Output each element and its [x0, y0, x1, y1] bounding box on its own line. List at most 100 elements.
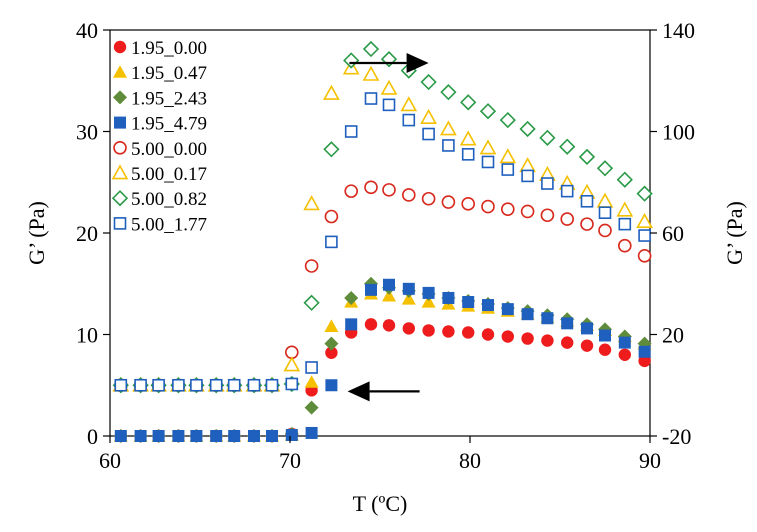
data-point [481, 155, 495, 169]
axes: 60 70 80 90 0 10 20 30 40 -20 20 60 100 140 [76, 18, 695, 473]
x-tick-label: 70 [279, 448, 301, 473]
legend-item: 1.95_0.47 [113, 63, 207, 84]
data-point [283, 356, 301, 372]
right-y-tick-label: 140 [662, 18, 695, 43]
data-point [421, 295, 436, 308]
legend-marker [111, 190, 129, 207]
data-point [422, 324, 435, 337]
legend-label: 5.00_0.17 [131, 164, 207, 185]
data-point [636, 212, 653, 228]
data-point [400, 96, 418, 112]
right-y-axis-title: G’ (Pa) [722, 201, 747, 265]
data-point [440, 84, 457, 101]
data-point [248, 430, 260, 442]
data-point [580, 217, 594, 231]
data-point [344, 184, 359, 198]
data-point [461, 197, 476, 211]
data-point [401, 291, 416, 305]
left-y-tick-label: 10 [76, 323, 98, 348]
data-point [637, 249, 652, 263]
x-tick-label: 90 [639, 448, 661, 473]
data-point [501, 303, 514, 316]
data-point [598, 343, 612, 356]
data-point [402, 282, 415, 295]
data-point [462, 296, 475, 309]
data-point [618, 336, 631, 349]
arrow-head [406, 52, 429, 73]
data-point [190, 378, 203, 392]
data-point [304, 375, 319, 388]
data-point [247, 378, 261, 392]
data-point [596, 160, 614, 177]
data-point [324, 319, 339, 332]
data-point [499, 111, 516, 129]
series-1.95_0.47 [113, 286, 652, 442]
legend-marker [113, 217, 127, 230]
data-point [460, 94, 477, 111]
data-point [344, 290, 359, 305]
data-point [482, 299, 494, 312]
data-point [344, 125, 358, 138]
left-y-axis-title: G’ (Pa) [24, 201, 49, 265]
data-point [285, 428, 298, 441]
data-point [501, 330, 514, 343]
data-point [521, 169, 534, 183]
data-point [343, 52, 360, 69]
left-y-tick-label: 30 [76, 120, 98, 145]
data-point [364, 92, 378, 105]
data-point [421, 191, 436, 206]
data-point [561, 336, 574, 349]
data-point [462, 326, 475, 339]
legend-label: 1.95_2.43 [131, 88, 207, 109]
data-point [459, 130, 477, 146]
data-point [616, 201, 634, 217]
data-point [382, 319, 396, 332]
data-point [365, 283, 377, 296]
data-point [521, 308, 534, 321]
legend: 1.95_0.00 1.95_0.47 1.95_2.43 1.95_4.79 5.00… [111, 38, 207, 235]
right-y-tick-label: -20 [662, 424, 691, 449]
data-point [228, 430, 241, 442]
data-point [500, 202, 515, 216]
data-point [325, 379, 338, 392]
legend-item: 5.00_1.77 [113, 214, 207, 235]
legend-marker [113, 40, 127, 54]
arrow-left [347, 381, 420, 402]
legend-label: 5.00_1.77 [131, 214, 207, 235]
arrow-right [349, 52, 429, 73]
data-point [227, 378, 241, 392]
data-point [519, 120, 536, 138]
legend-item: 5.00_0.17 [111, 164, 207, 185]
data-point [479, 103, 497, 120]
data-point [481, 328, 495, 341]
data-point [519, 157, 536, 173]
data-markers [112, 40, 653, 443]
data-point [636, 185, 653, 202]
data-point [324, 336, 339, 351]
data-point [266, 430, 278, 442]
data-point [598, 223, 612, 238]
x-axis-title: T (ºC) [353, 491, 408, 516]
data-point [580, 339, 594, 352]
data-point [265, 378, 279, 392]
data-point [380, 79, 398, 95]
data-point [362, 40, 380, 58]
legend-item: 5.00_0.82 [111, 189, 207, 210]
data-point [578, 148, 596, 166]
data-point [364, 180, 378, 195]
data-point [303, 195, 320, 211]
legend-marker [114, 116, 126, 129]
series-5.00_0.00 [114, 180, 652, 393]
data-point [304, 400, 319, 415]
data-point [420, 73, 437, 91]
data-point [541, 177, 554, 190]
legend-item: 1.95_0.00 [113, 38, 207, 59]
data-point [382, 288, 396, 302]
data-point [422, 286, 435, 299]
data-point [442, 139, 455, 152]
legend-label: 1.95_0.00 [131, 38, 207, 59]
legend-marker [113, 141, 127, 155]
data-point [285, 377, 299, 391]
data-point [501, 163, 515, 176]
